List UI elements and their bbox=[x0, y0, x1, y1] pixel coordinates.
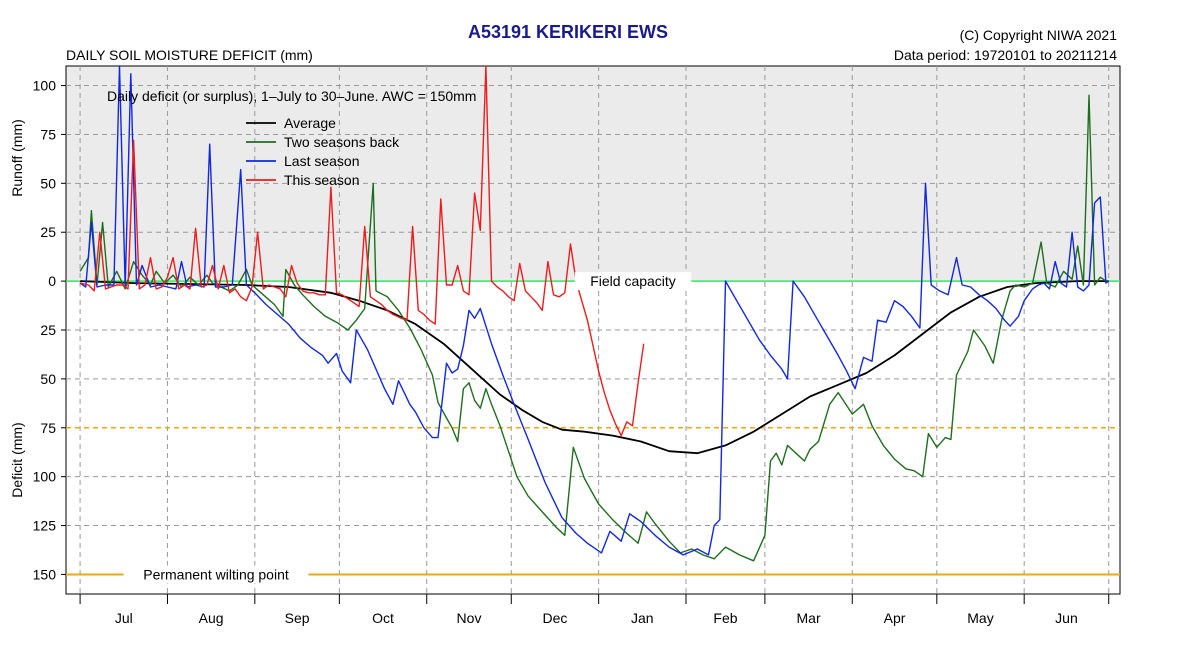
legend-label: This season bbox=[284, 172, 359, 188]
series-last-season-line bbox=[79, 65, 1110, 556]
series-average-line bbox=[80, 280, 1109, 455]
chart-subtitle: DAILY SOIL MOISTURE DEFICIT (mm) bbox=[66, 47, 313, 63]
x-month-label: Jul bbox=[115, 610, 133, 626]
legend-label: Two seasons back bbox=[284, 134, 400, 150]
y-tick-label: 150 bbox=[33, 566, 57, 582]
field-capacity-label-bg bbox=[574, 272, 692, 291]
x-month-label: Jun bbox=[1055, 610, 1078, 626]
axes: 100 75 50 25 0 25 50 75 100 125 150 Jul Aug Sep Oct Nov… bbox=[33, 78, 1110, 626]
y-tick-label: 25 bbox=[40, 224, 56, 240]
chart-title: A53191 KERIKERI EWS bbox=[468, 22, 668, 42]
plot-area-surplus-band bbox=[66, 66, 1120, 282]
y-tick-label: 50 bbox=[40, 175, 56, 191]
y-tick-label: 25 bbox=[40, 322, 56, 338]
series-two-seasons-back-line bbox=[79, 94, 1109, 562]
y-tick-label: 75 bbox=[40, 126, 56, 142]
legend: Average Two seasons back Last season This s… bbox=[246, 115, 400, 188]
y-tick-label: 50 bbox=[40, 371, 56, 387]
x-month-label: Jan bbox=[631, 610, 654, 626]
wilting-point-label-group: Permanent wilting point bbox=[123, 565, 309, 584]
y-tick-label: 100 bbox=[33, 78, 57, 94]
x-month-label: Feb bbox=[713, 610, 737, 626]
data-period-text: Data period: 19720101 to 20211214 bbox=[894, 47, 1117, 63]
legend-label: Last season bbox=[284, 153, 360, 169]
y-axis-label-runoff: Runoff (mm) bbox=[9, 119, 25, 197]
copyright-text: (C) Copyright NIWA 2021 bbox=[960, 27, 1118, 43]
y-tick-label: 75 bbox=[40, 420, 56, 436]
x-month-label: Sep bbox=[285, 610, 310, 626]
x-month-label: May bbox=[967, 610, 993, 626]
field-capacity-label-group: Field capacity bbox=[574, 272, 692, 291]
x-month-label: Dec bbox=[543, 610, 568, 626]
y-tick-label: 125 bbox=[33, 518, 57, 534]
y-axis-label-deficit: Deficit (mm) bbox=[9, 422, 25, 497]
wilting-point-label: Permanent wilting point bbox=[143, 566, 289, 582]
y-tick-label: 100 bbox=[33, 469, 57, 485]
x-month-label: Mar bbox=[797, 610, 821, 626]
reference-lines bbox=[66, 280, 1120, 576]
field-capacity-label: Field capacity bbox=[590, 273, 676, 289]
chart-annotation: Daily deficit (or surplus), 1–July to 30… bbox=[107, 88, 476, 104]
y-tick-label: 0 bbox=[48, 273, 56, 289]
series-layer bbox=[79, 65, 1110, 562]
x-month-label: Oct bbox=[372, 610, 394, 626]
x-month-label: Nov bbox=[457, 610, 482, 626]
series-this-season-line bbox=[79, 65, 645, 437]
wilting-point-label-bg bbox=[123, 565, 309, 584]
legend-label: Average bbox=[284, 115, 336, 131]
x-month-label: Apr bbox=[884, 610, 906, 626]
x-month-label: Aug bbox=[199, 610, 224, 626]
